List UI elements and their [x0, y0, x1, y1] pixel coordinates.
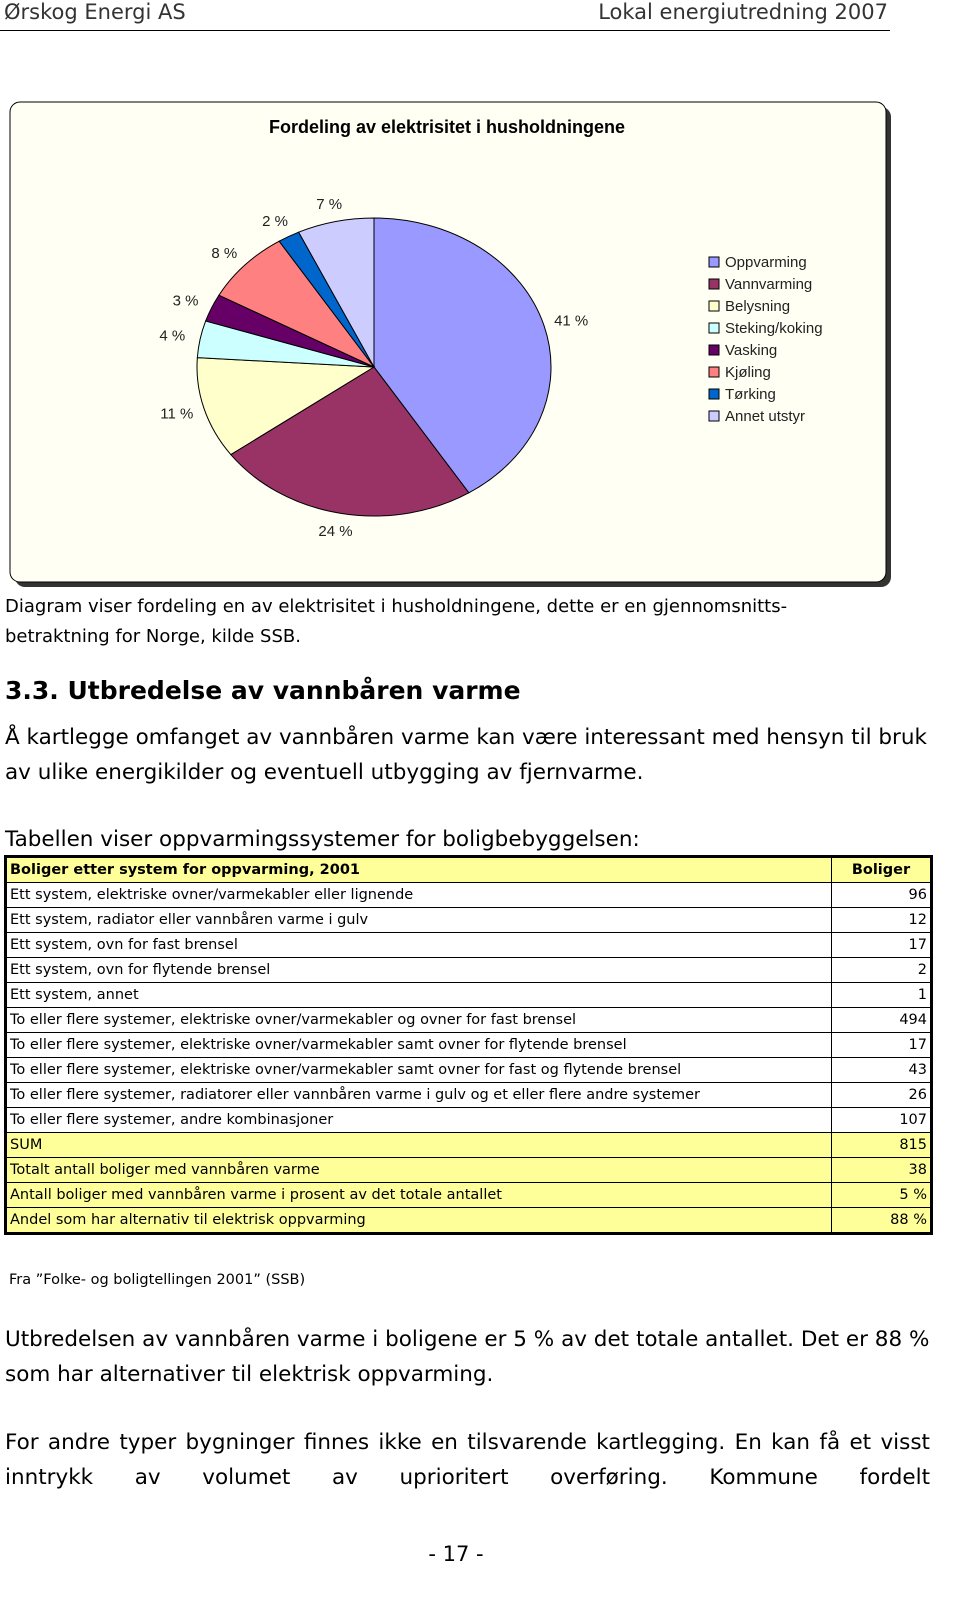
paragraph: Tabellen viser oppvarmingssystemer for b… — [5, 827, 640, 852]
table-row: To eller flere systemer, elektriske ovne… — [5, 1032, 932, 1058]
caption: Diagram viser fordeling en av elektrisit… — [5, 596, 788, 647]
table-cell: To eller flere systemer, radiatorer elle… — [5, 1082, 832, 1108]
table-row: SUM 815 — [5, 1132, 932, 1158]
heading: 3.3. Utbredelse av vannbåren varme — [5, 676, 521, 705]
table-cell: To eller flere systemer, elektriske ovne… — [5, 1032, 832, 1058]
table-cell: Totalt antall boliger med vannbåren varm… — [5, 1157, 832, 1183]
header-rule — [0, 30, 890, 31]
paragraph: For andre typer bygninger finnes ikke en… — [5, 1430, 930, 1490]
legend-label: Vannvarming — [725, 276, 812, 293]
table-row: Antall boliger med vannbåren varme i pro… — [5, 1182, 932, 1208]
table: Boliger etter system for oppvarming, 200… — [4, 855, 933, 1235]
table-cell: To eller flere systemer, elektriske ovne… — [5, 1007, 832, 1033]
table-cell: Ett system, elektriske ovner/varmekabler… — [5, 882, 832, 908]
chart-title: Fordeling av elektrisitet i husholdninge… — [269, 117, 625, 137]
table-row: Totalt antall boliger med vannbåren varm… — [5, 1157, 932, 1183]
legend-swatch — [708, 366, 720, 378]
table-row: Ett system, ovn for flytende brensel 2 — [5, 957, 932, 983]
table-row: To eller flere systemer, andre kombinasj… — [5, 1107, 932, 1133]
table-cell: 494 — [831, 1007, 932, 1033]
table-row: To eller flere systemer, elektriske ovne… — [5, 1007, 932, 1033]
table-cell: Ett system, ovn for flytende brensel — [5, 957, 832, 983]
legend-swatch — [708, 388, 720, 400]
source: Fra ”Folke- og boligtellingen 2001” (SSB… — [9, 1272, 306, 1288]
paragraph: Utbredelsen av vannbåren varme i boligen… — [5, 1327, 930, 1387]
table-cell: 1 — [831, 982, 932, 1008]
page-number: - 17 - — [428, 1542, 484, 1566]
table-row: Ett system, radiator eller vannbåren var… — [5, 907, 932, 933]
legend-label: Vasking — [725, 342, 777, 359]
legend-swatch — [708, 410, 720, 422]
table-cell: To eller flere systemer, andre kombinasj… — [5, 1107, 832, 1133]
pie-slice — [230, 366, 470, 517]
table-cell: 815 — [831, 1132, 932, 1158]
data-label: 11 % — [160, 406, 193, 423]
legend-label: Kjøling — [725, 364, 771, 381]
table-row: Ett system, ovn for fast brensel 17 — [5, 932, 932, 958]
data-label: 7 % — [316, 196, 342, 213]
table-cell: 26 — [831, 1082, 932, 1108]
table-cell: To eller flere systemer, elektriske ovne… — [5, 1057, 832, 1083]
table-cell: SUM — [5, 1132, 832, 1158]
legend-swatch — [708, 256, 720, 268]
pie-slice — [373, 217, 552, 494]
legend-label: Belysning — [725, 298, 790, 315]
pie-slice — [297, 217, 375, 369]
table-row: To eller flere systemer, elektriske ovne… — [5, 1057, 932, 1083]
legend-label: Annet utstyr — [725, 408, 805, 425]
table-cell: 17 — [831, 932, 932, 958]
table-cell: 38 — [831, 1157, 932, 1183]
table-row: Ett system, annet 1 — [5, 982, 932, 1008]
table-row: Andel som har alternativ til elektrisk o… — [5, 1207, 932, 1234]
legend-label: Oppvarming — [725, 254, 807, 271]
table-cell: Ett system, ovn for fast brensel — [5, 932, 832, 958]
table-cell: 88 % — [831, 1207, 932, 1234]
table-cell: Ett system, radiator eller vannbåren var… — [5, 907, 832, 933]
legend-swatch — [708, 278, 720, 290]
table-cell: 107 — [831, 1107, 932, 1133]
table-cell: 17 — [831, 1032, 932, 1058]
legend-swatch — [708, 300, 720, 312]
legend-swatch — [708, 322, 720, 334]
table-header: Boliger etter system for oppvarming, 200… — [5, 856, 832, 883]
data-label: 8 % — [211, 245, 237, 262]
pie-slice — [218, 240, 375, 368]
data-label: 4 % — [159, 328, 185, 345]
table-cell: Andel som har alternativ til elektrisk o… — [5, 1207, 832, 1234]
header-right: Lokal energiutredning 2007 — [598, 0, 888, 24]
table-header: Boliger — [831, 856, 932, 883]
table-cell: 96 — [831, 882, 932, 908]
data-label: 3 % — [173, 293, 199, 310]
table-cell: Antall boliger med vannbåren varme i pro… — [5, 1182, 832, 1208]
data-label: 24 % — [318, 523, 352, 540]
data-label: 41 % — [554, 312, 588, 329]
table-cell: 43 — [831, 1057, 932, 1083]
table-cell: Ett system, annet — [5, 982, 832, 1008]
header-left: Ørskog Energi AS — [4, 0, 186, 24]
chart: Fordeling av elektrisitet i husholdninge… — [9, 101, 891, 587]
legend-label: Steking/koking — [725, 320, 823, 337]
paragraph: Å kartlegge omfanget av vannbåren varme … — [5, 725, 927, 785]
legend-label: Tørking — [725, 386, 776, 403]
data-label: 2 % — [262, 213, 288, 230]
legend-swatch — [708, 344, 720, 356]
table-cell: 5 % — [831, 1182, 932, 1208]
table-row: Ett system, elektriske ovner/varmekabler… — [5, 882, 932, 908]
table-cell: 12 — [831, 907, 932, 933]
table-row: To eller flere systemer, radiatorer elle… — [5, 1082, 932, 1108]
pie: 41 % 24 % 11 % 4 % 3 % 8 % 2 % 7 % Oppvarming Van… — [159, 196, 822, 540]
pie-slice — [196, 357, 376, 456]
table-cell: 2 — [831, 957, 932, 983]
